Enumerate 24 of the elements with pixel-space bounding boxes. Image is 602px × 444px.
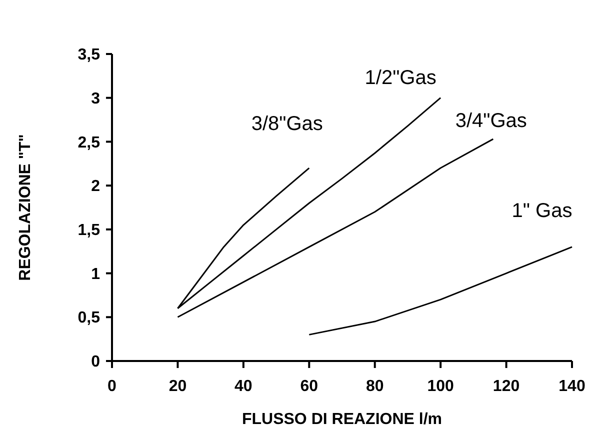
y-tick-label: 2,5: [78, 134, 100, 152]
series-label: 1/2"Gas: [364, 66, 436, 89]
y-tick-label: 3: [91, 90, 100, 108]
series-label: 3/4"Gas: [455, 110, 527, 132]
line-series: [176, 138, 494, 318]
y-tick-label: 3,5: [78, 46, 100, 64]
x-tick-label: 120: [492, 378, 520, 395]
y-tick-label: 0,5: [78, 310, 100, 327]
y-tick-label: 1,5: [78, 222, 100, 240]
x-tick-label: 20: [168, 378, 187, 395]
series-label: 1" Gas: [512, 200, 572, 222]
y-axis-title: REGOLAZIONE "T": [17, 134, 34, 281]
x-axis-title: FLUSSO DI REAZIONE l/m: [242, 411, 442, 428]
y-tick-label: 2: [91, 178, 100, 196]
x-tick-label: 80: [366, 378, 384, 395]
x-tick-label: 40: [234, 378, 252, 395]
x-tick-label: 60: [300, 378, 318, 395]
y-tick-label: 1: [91, 266, 100, 283]
y-tick-label: 0: [91, 354, 100, 371]
line-series: [308, 246, 573, 336]
x-tick-label: 100: [427, 378, 454, 395]
x-tick-label: 140: [558, 378, 586, 395]
x-tick-label: 0: [108, 378, 117, 395]
series-label: 3/8"Gas: [251, 113, 323, 136]
